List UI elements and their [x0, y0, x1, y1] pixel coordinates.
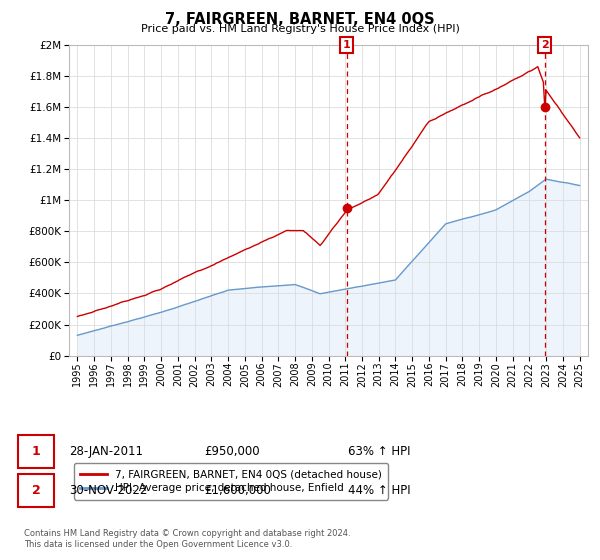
Text: 44% ↑ HPI: 44% ↑ HPI [348, 484, 410, 497]
Text: Contains HM Land Registry data © Crown copyright and database right 2024.
This d: Contains HM Land Registry data © Crown c… [24, 529, 350, 549]
Text: 1: 1 [343, 40, 350, 50]
Text: 1: 1 [32, 445, 40, 458]
Text: 2: 2 [541, 40, 548, 50]
Text: 28-JAN-2011: 28-JAN-2011 [69, 445, 143, 458]
Text: 7, FAIRGREEN, BARNET, EN4 0QS: 7, FAIRGREEN, BARNET, EN4 0QS [165, 12, 435, 27]
Text: Price paid vs. HM Land Registry's House Price Index (HPI): Price paid vs. HM Land Registry's House … [140, 24, 460, 34]
Text: 63% ↑ HPI: 63% ↑ HPI [348, 445, 410, 458]
Text: £950,000: £950,000 [204, 445, 260, 458]
Legend: 7, FAIRGREEN, BARNET, EN4 0QS (detached house), HPI: Average price, detached hou: 7, FAIRGREEN, BARNET, EN4 0QS (detached … [74, 463, 388, 500]
Text: £1,600,000: £1,600,000 [204, 484, 271, 497]
Text: 2: 2 [32, 484, 40, 497]
Text: 30-NOV-2022: 30-NOV-2022 [69, 484, 148, 497]
